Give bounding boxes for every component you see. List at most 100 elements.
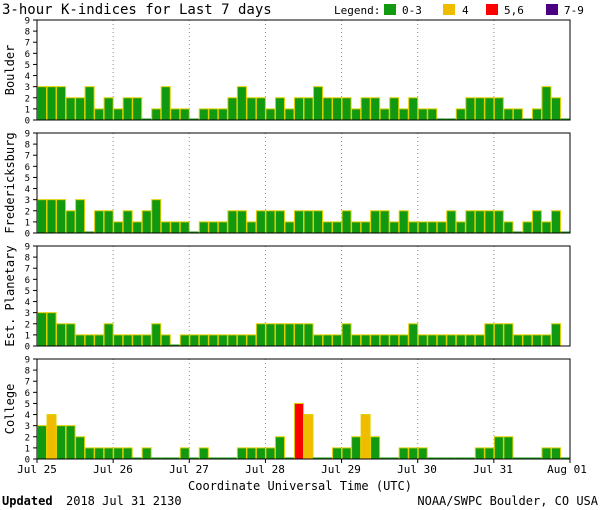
bar xyxy=(217,221,228,234)
panel-frame xyxy=(36,19,571,121)
bar xyxy=(274,97,285,121)
bar xyxy=(474,447,485,460)
bar xyxy=(465,210,476,234)
bar xyxy=(503,221,514,234)
y-tick-label: 5 xyxy=(25,61,30,71)
bar xyxy=(379,334,390,347)
bar xyxy=(46,414,57,460)
bar xyxy=(417,334,428,347)
bar xyxy=(56,323,67,347)
bar xyxy=(160,457,171,459)
bar xyxy=(417,108,428,121)
bar xyxy=(132,221,143,234)
bar xyxy=(236,86,247,121)
bar xyxy=(265,210,276,234)
legend-swatch-0-3 xyxy=(384,4,396,15)
y-tick-label: 2 xyxy=(25,94,30,104)
bar xyxy=(322,97,333,121)
updated-label: Updated xyxy=(2,494,53,508)
bar xyxy=(341,447,352,460)
bar xyxy=(151,323,162,347)
bar xyxy=(37,312,48,347)
bar xyxy=(484,447,495,460)
y-tick-label: 9 xyxy=(25,130,30,140)
legend-swatch-5-6 xyxy=(486,4,498,15)
bar xyxy=(94,210,105,234)
source-credit: NOAA/SWPC Boulder, CO USA xyxy=(417,494,598,508)
bar xyxy=(265,323,276,347)
bar xyxy=(360,97,371,121)
y-tick-label: 9 xyxy=(25,356,30,366)
y-tick-label: 0 xyxy=(25,456,30,466)
bar xyxy=(493,323,504,347)
bar xyxy=(189,118,199,120)
bar xyxy=(389,97,400,121)
bar xyxy=(560,457,570,459)
bar xyxy=(446,210,457,234)
bar xyxy=(322,221,333,234)
bar xyxy=(198,108,209,121)
bar xyxy=(75,436,86,460)
y-tick-label: 6 xyxy=(25,389,30,399)
bar xyxy=(303,97,314,121)
bar xyxy=(408,97,419,121)
bar xyxy=(246,97,257,121)
bar xyxy=(398,334,409,347)
bar xyxy=(332,447,343,460)
y-tick-label: 4 xyxy=(25,298,30,308)
bar xyxy=(512,457,523,459)
bar xyxy=(550,210,561,234)
bar xyxy=(351,334,362,347)
y-tick-label: 1 xyxy=(25,105,30,115)
bar xyxy=(113,334,124,347)
bar xyxy=(284,457,294,459)
y-tick-label: 3 xyxy=(25,422,30,432)
bar xyxy=(75,97,86,121)
bar xyxy=(293,210,305,234)
bar xyxy=(46,86,57,121)
bar xyxy=(132,457,142,459)
bar xyxy=(474,334,485,347)
y-tick-label: 2 xyxy=(25,320,30,330)
y-tick-label: 4 xyxy=(25,72,30,82)
y-tick-label: 9 xyxy=(25,17,30,27)
bar xyxy=(265,108,276,121)
bar xyxy=(417,221,428,234)
bar xyxy=(446,334,457,347)
bar xyxy=(255,323,266,347)
bar xyxy=(341,323,352,347)
x-tick-label: Jul 25 xyxy=(17,463,57,476)
bar xyxy=(75,334,86,347)
bar xyxy=(541,86,552,121)
bar xyxy=(436,118,447,120)
updated-value: 2018 Jul 31 2130 xyxy=(66,494,182,508)
y-tick-label: 4 xyxy=(25,185,30,195)
bar xyxy=(446,457,456,459)
bar xyxy=(94,447,105,460)
bar xyxy=(389,221,400,234)
bar xyxy=(132,97,143,121)
bar xyxy=(255,447,266,460)
x-tick-label: Jul 27 xyxy=(169,463,209,476)
bar xyxy=(198,221,209,234)
bar xyxy=(208,457,218,459)
bar xyxy=(274,436,285,460)
y-tick-label: 1 xyxy=(25,331,30,341)
x-tick-label: Aug 01 xyxy=(547,463,587,476)
bar xyxy=(341,210,352,234)
bar xyxy=(208,334,219,347)
y-tick-label: 5 xyxy=(25,174,30,184)
chart-title: 3-hour K-indices for Last 7 days xyxy=(2,2,272,18)
bar xyxy=(398,447,409,460)
bar xyxy=(493,436,504,460)
bar xyxy=(522,457,532,459)
bar xyxy=(436,221,447,234)
bar xyxy=(512,334,523,347)
bar xyxy=(122,447,133,460)
bar xyxy=(227,457,237,459)
bar xyxy=(217,457,228,459)
bar xyxy=(103,210,114,234)
bar xyxy=(370,210,381,234)
bar xyxy=(246,447,257,460)
bar xyxy=(351,108,362,121)
